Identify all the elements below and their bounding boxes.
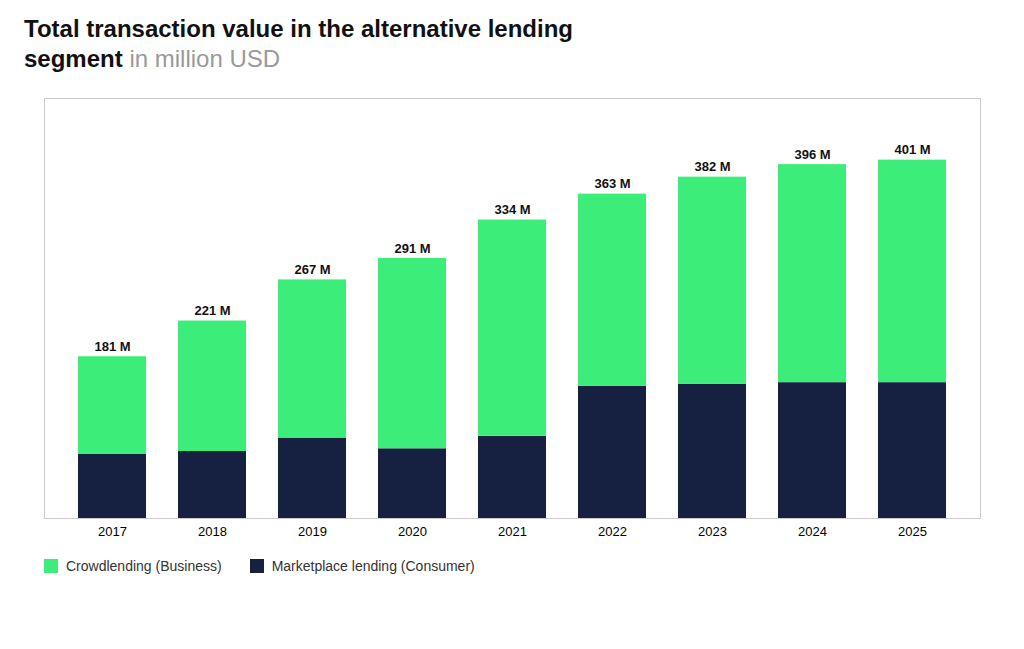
svg-text:181 M: 181 M: [94, 339, 130, 354]
svg-text:221 M: 221 M: [194, 303, 230, 318]
svg-text:291 M: 291 M: [394, 241, 430, 256]
svg-text:382 M: 382 M: [694, 159, 730, 174]
svg-text:2017: 2017: [98, 524, 127, 539]
svg-text:267 M: 267 M: [294, 262, 330, 277]
svg-text:2019: 2019: [298, 524, 327, 539]
svg-text:2021: 2021: [498, 524, 527, 539]
html-text:Crowdlending (Business): Crowdlending (Business): [66, 558, 222, 574]
svg-text:396 M: 396 M: [794, 147, 830, 162]
svg-text:2024: 2024: [798, 524, 827, 539]
svg-text:2022: 2022: [598, 524, 627, 539]
svg-text:2020: 2020: [398, 524, 427, 539]
svg-text:2018: 2018: [198, 524, 227, 539]
svg-text:2023: 2023: [698, 524, 727, 539]
html-text:Total transaction value in the: Total transaction value in the alternati…: [24, 15, 573, 72]
html-text:Marketplace lending (Consumer): Marketplace lending (Consumer): [271, 558, 475, 574]
svg-text:363 M: 363 M: [594, 176, 630, 191]
svg-text:2025: 2025: [898, 524, 927, 539]
svg-text:334 M: 334 M: [494, 202, 530, 217]
svg-text:401 M: 401 M: [894, 142, 930, 157]
